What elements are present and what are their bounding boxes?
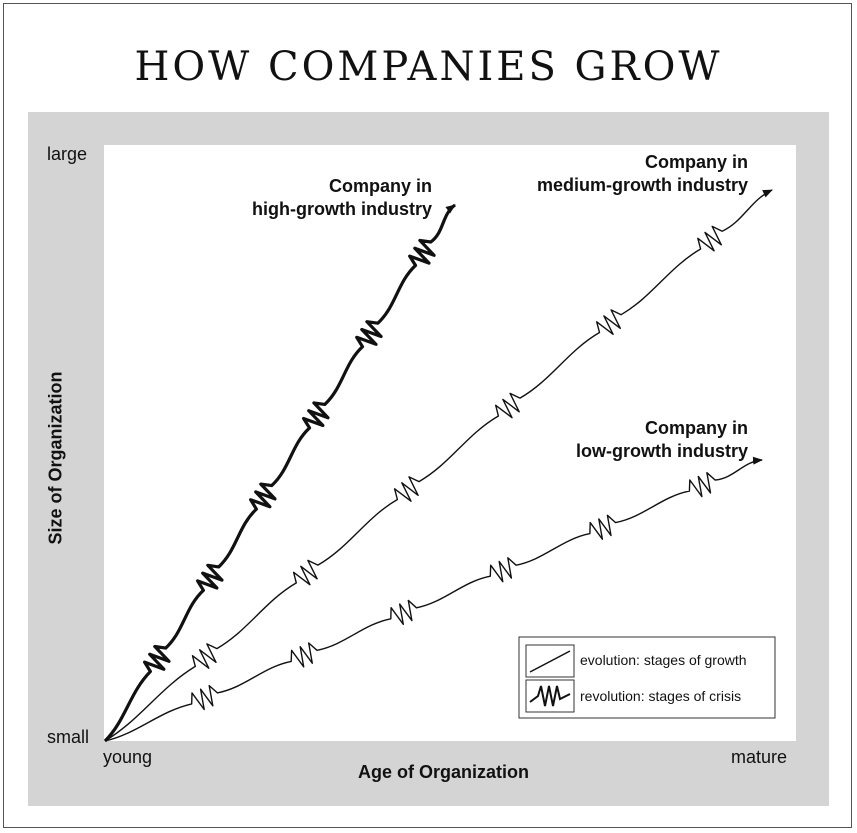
- growth-curve-low: [104, 456, 763, 742]
- series-label-low-line2: low-growth industry: [576, 441, 748, 461]
- series-label-medium: Company in medium-growth industry: [537, 151, 748, 197]
- growth-curve-high: [103, 203, 457, 743]
- series-label-high-line2: high-growth industry: [252, 199, 432, 219]
- series-label-high-line1: Company in: [328, 176, 432, 196]
- legend-evolution-line: [529, 650, 571, 673]
- series-label-low: Company in low-growth industry: [576, 417, 748, 463]
- growth-curve-medium: [104, 189, 773, 742]
- legend-revolution-text: revolution: stages of crisis: [580, 688, 741, 704]
- series-label-medium-line1: Company in: [644, 152, 748, 172]
- y-axis-top-label: large: [47, 144, 88, 164]
- y-axis-bottom-label: small: [47, 727, 90, 747]
- diagram-title: HOW COMPANIES GROW: [134, 44, 723, 90]
- series-label-medium-line2: medium-growth industry: [537, 175, 748, 195]
- legend-revolution-zigzag: [529, 685, 571, 707]
- x-axis-left-label: young: [103, 747, 153, 767]
- x-axis-title: Age of Organization: [358, 762, 529, 782]
- legend: evolution: stages of growth revolution: …: [518, 636, 776, 719]
- series-label-low-line1: Company in: [644, 418, 748, 438]
- series-label-high: Company in high-growth industry: [252, 175, 432, 221]
- legend-evolution-text: evolution: stages of growth: [580, 652, 747, 668]
- curves-group: [103, 189, 773, 743]
- x-axis-right-label: mature: [731, 747, 788, 767]
